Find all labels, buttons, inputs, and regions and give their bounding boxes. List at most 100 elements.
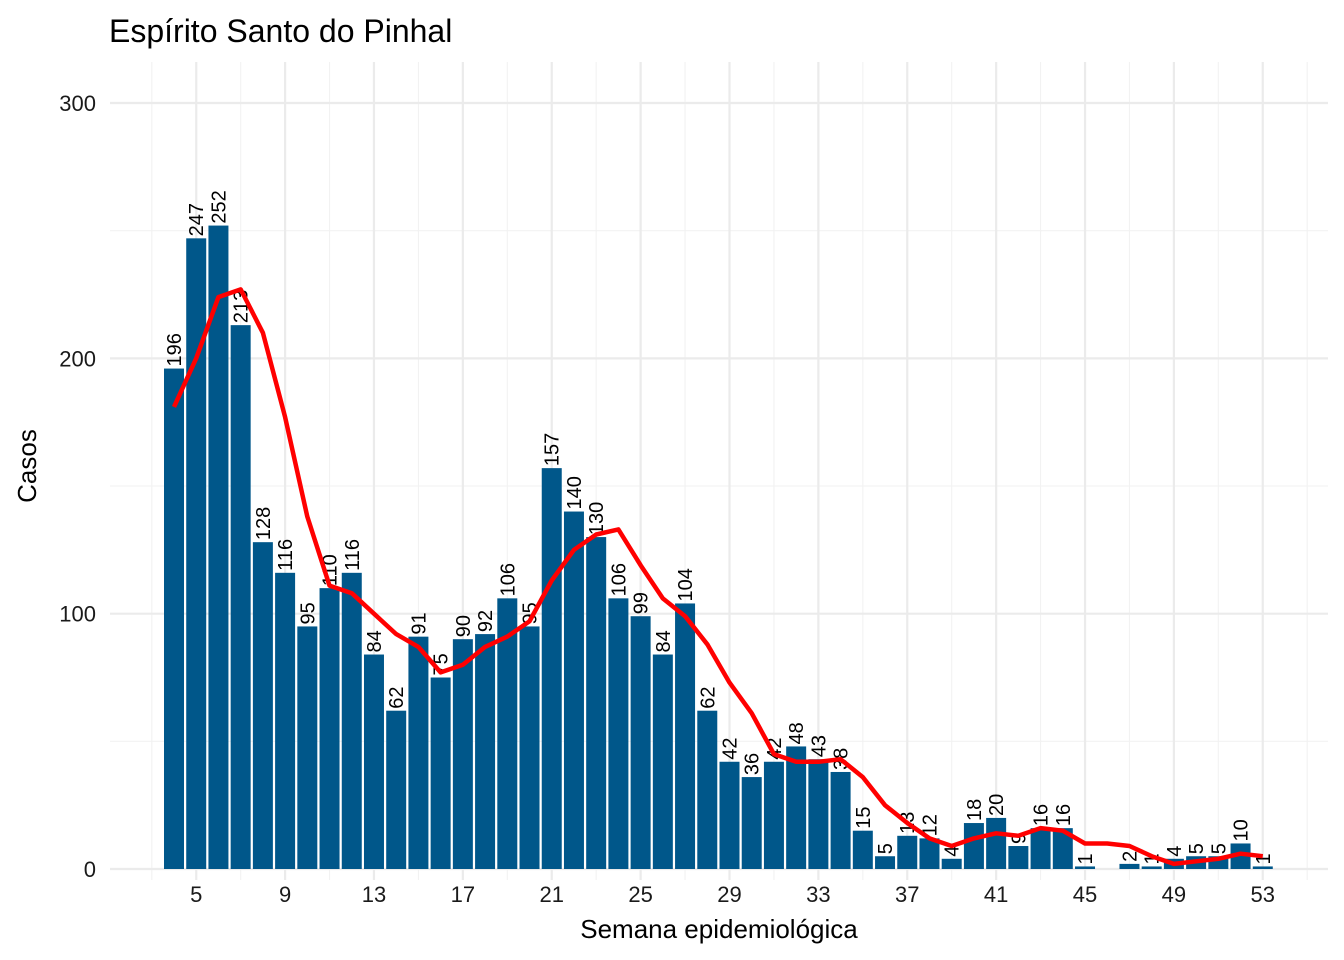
bar-data-label: 16 — [1053, 804, 1075, 826]
bar — [1052, 828, 1073, 869]
y-axis-ticks: 0 100 200 300 — [59, 91, 96, 882]
bar-data-label: 4 — [1164, 846, 1186, 857]
bar — [719, 761, 740, 869]
bar-data-label: 16 — [1031, 804, 1053, 826]
bar — [563, 511, 584, 869]
bar — [652, 654, 673, 869]
x-tick-label: 13 — [362, 882, 386, 907]
y-tick-label: 300 — [59, 91, 96, 116]
bar-data-label: 91 — [408, 612, 430, 634]
bar-data-label: 116 — [275, 539, 297, 571]
bar — [1119, 863, 1140, 869]
bar-data-label: 92 — [475, 610, 497, 632]
x-tick-label: 37 — [895, 882, 919, 907]
chart-title: Espírito Santo do Pinhal — [109, 13, 452, 49]
x-tick-label: 29 — [717, 882, 741, 907]
bar — [586, 537, 607, 869]
bar-data-label: 5 — [1186, 843, 1208, 854]
bar-data-label: 196 — [164, 333, 186, 366]
bar — [186, 238, 207, 869]
bar-data-label: 5 — [875, 843, 897, 854]
x-tick-label: 45 — [1073, 882, 1097, 907]
bar — [386, 710, 407, 869]
bar-data-label: 90 — [453, 615, 475, 637]
bar — [608, 598, 629, 869]
bar — [408, 636, 429, 869]
bar — [963, 823, 984, 869]
x-tick-label: 9 — [279, 882, 291, 907]
y-axis-title: Casos — [12, 429, 42, 503]
bar — [1008, 846, 1029, 869]
bar-data-label: 157 — [542, 433, 564, 466]
bar — [319, 588, 340, 869]
bar — [830, 771, 851, 869]
bar-data-label: 104 — [675, 568, 697, 601]
bar-data-label: 95 — [297, 602, 319, 624]
bar — [786, 746, 807, 869]
bar — [252, 542, 273, 869]
bar-data-label: 2 — [1119, 851, 1141, 862]
y-tick-label: 0 — [84, 857, 96, 882]
bar — [986, 817, 1007, 869]
bar — [1230, 843, 1251, 869]
bar — [897, 835, 918, 869]
y-tick-label: 200 — [59, 346, 96, 371]
bar — [541, 468, 562, 869]
bar — [630, 616, 651, 869]
x-tick-label: 53 — [1251, 882, 1275, 907]
x-tick-label: 41 — [984, 882, 1008, 907]
bars — [164, 225, 1273, 869]
y-tick-label: 100 — [59, 602, 96, 627]
bar-data-label: 4 — [942, 846, 964, 857]
bar — [875, 856, 896, 869]
bar-data-label: 84 — [653, 630, 675, 652]
bar — [230, 325, 251, 869]
bar — [430, 677, 451, 869]
bar-data-label: 20 — [986, 794, 1008, 816]
x-tick-label: 49 — [1162, 882, 1186, 907]
bar — [941, 858, 962, 869]
bar-data-label: 84 — [364, 630, 386, 652]
bar — [475, 634, 496, 869]
bar — [919, 838, 940, 869]
bar — [697, 710, 718, 869]
bar-data-label: 15 — [853, 806, 875, 828]
bar-data-label: 1 — [1253, 853, 1275, 864]
bar — [452, 639, 473, 869]
bar-data-label: 12 — [919, 814, 941, 836]
bar-data-label: 9 — [1008, 833, 1030, 844]
bar — [1141, 866, 1162, 869]
bar-data-label: 5 — [1208, 843, 1230, 854]
bar-data-label: 1 — [1075, 853, 1097, 864]
bar-data-label: 62 — [386, 686, 408, 708]
bar — [164, 368, 184, 869]
bar — [1252, 866, 1273, 869]
x-axis-title: Semana epidemiológica — [580, 914, 858, 944]
bar-data-label: 247 — [186, 203, 208, 236]
bar-data-label: 252 — [208, 190, 230, 223]
bar-data-label: 18 — [964, 799, 986, 821]
bar — [675, 603, 696, 869]
x-tick-label: 25 — [628, 882, 652, 907]
x-tick-label: 17 — [451, 882, 475, 907]
bar — [1030, 828, 1051, 869]
trend-line — [171, 287, 1264, 867]
bar — [852, 830, 873, 869]
bar — [741, 777, 762, 869]
bar-data-label: 36 — [742, 753, 764, 775]
bar-data-label: 116 — [342, 539, 364, 571]
x-tick-label: 33 — [806, 882, 830, 907]
bar — [297, 626, 318, 869]
bar — [363, 654, 384, 869]
bar-data-label: 43 — [808, 735, 830, 757]
bar-data-label: 62 — [697, 686, 719, 708]
bar-data-label: 130 — [586, 502, 608, 535]
x-tick-label: 5 — [190, 882, 202, 907]
bar — [808, 759, 829, 869]
bar-data-label: 99 — [631, 592, 653, 614]
bar — [1075, 866, 1096, 869]
bar — [497, 598, 518, 869]
x-tick-label: 21 — [539, 882, 563, 907]
